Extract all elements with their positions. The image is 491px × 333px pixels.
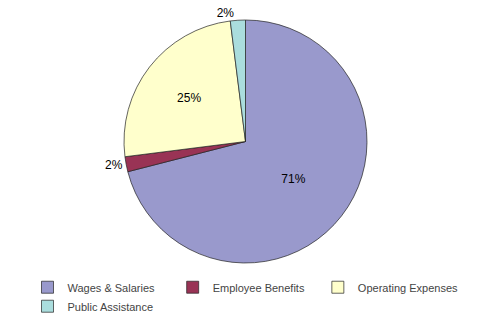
svg-text:Public Assistance: Public Assistance: [68, 301, 154, 313]
svg-text:2%: 2%: [105, 158, 123, 172]
svg-text:Employee Benefits: Employee Benefits: [213, 282, 305, 294]
svg-text:Wages & Salaries: Wages & Salaries: [68, 282, 156, 294]
svg-text:2%: 2%: [217, 6, 235, 20]
svg-text:Operating Expenses: Operating Expenses: [358, 282, 458, 294]
svg-text:71%: 71%: [281, 172, 305, 186]
svg-text:25%: 25%: [177, 91, 201, 105]
